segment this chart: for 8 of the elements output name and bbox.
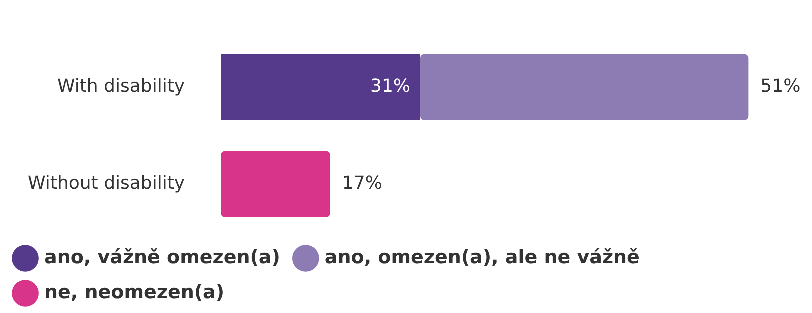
data-label: 17% bbox=[342, 173, 382, 194]
y-tick-label: Without disability bbox=[28, 173, 186, 194]
legend-label: ano, omezen(a), ale ne vážně bbox=[324, 246, 640, 268]
y-tick-label: With disability bbox=[57, 76, 186, 98]
data-label: 31% bbox=[370, 76, 411, 98]
legend-label: ano, vážně omezen(a) bbox=[44, 246, 280, 268]
data-label: 51% bbox=[760, 76, 801, 98]
legend-label: ne, neomezen(a) bbox=[44, 281, 225, 304]
